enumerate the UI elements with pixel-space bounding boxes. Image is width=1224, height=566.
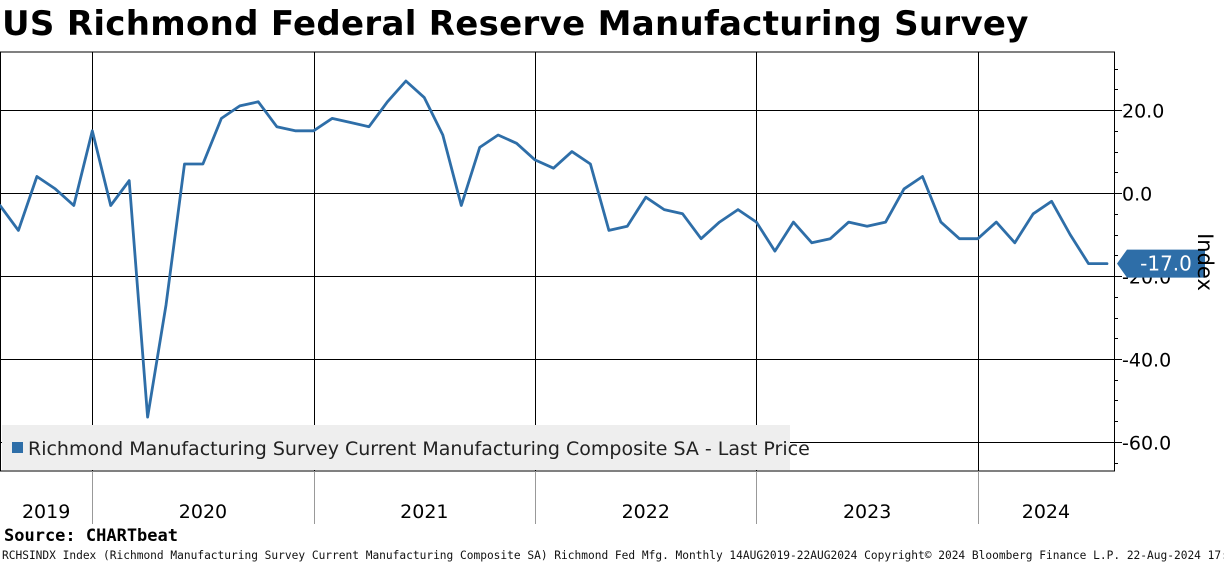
source-note: Source: CHARTbeat [4,526,178,546]
year-label-2024: 2024 [1022,501,1070,523]
y-tick-label: -60.0 [1122,433,1171,455]
year-labels: 2019 2020 2021 2022 2023 2024 [22,501,1070,523]
year-label-2020: 2020 [179,501,227,523]
year-label-2019: 2019 [22,501,70,523]
last-value-tag [1117,249,1205,278]
year-label-2023: 2023 [843,501,891,523]
vertical-gridlines [92,52,979,471]
y-axis-label: Index [1193,233,1217,291]
last-value-marker: -17.0 [1117,249,1205,278]
year-label-2022: 2022 [622,501,670,523]
series-line [0,79,1109,419]
y-tick-label: 20.0 [1122,101,1164,123]
legend-background [2,425,790,470]
y-tick-label: -40.0 [1122,350,1171,372]
legend-label: Richmond Manufacturing Survey Current Ma… [28,438,810,460]
plot-border [0,51,1115,472]
legend: Richmond Manufacturing Survey Current Ma… [2,425,810,470]
year-label-2021: 2021 [400,501,448,523]
year-separators [92,471,979,524]
y-tick-label: 0.0 [1122,184,1152,206]
chart-title: US Richmond Federal Reserve Manufacturin… [2,4,1029,44]
horizontal-gridlines [0,110,1114,443]
footer-note: RCHSINDX Index (Richmond Manufacturing S… [2,549,1224,562]
legend-swatch [12,442,23,453]
last-value-label: -17.0 [1140,252,1192,276]
